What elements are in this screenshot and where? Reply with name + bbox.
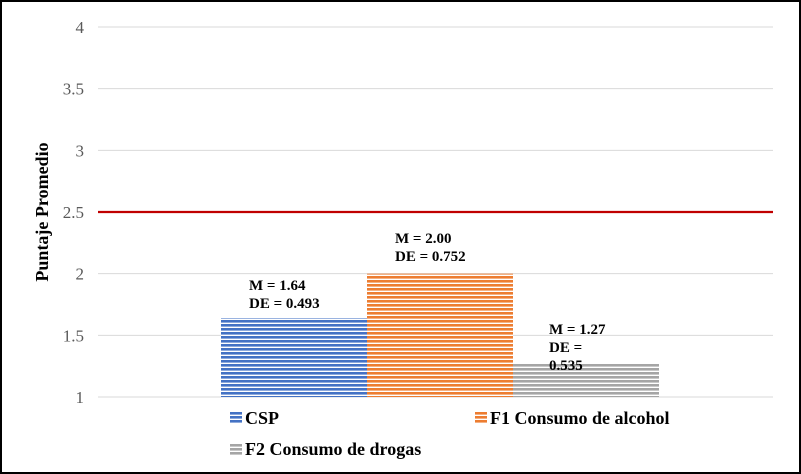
data-label: M = 1.64 (249, 278, 306, 294)
y-tick-label: 3.5 (63, 80, 84, 99)
y-tick-label: 4 (76, 18, 85, 37)
bar-3 (513, 363, 659, 397)
y-tick-labels: 1 1.5 2 2.5 3 3.5 4 (63, 18, 85, 407)
legend-swatch (230, 412, 242, 424)
bar-2 (367, 273, 513, 397)
y-tick-label: 2.5 (63, 203, 84, 222)
y-tick-label: 2 (76, 265, 85, 284)
legend-swatch (230, 443, 242, 455)
data-label: DE = (549, 340, 582, 356)
data-labels: M = 1.64 DE = 0.493 M = 2.00 DE = 0.752 M = … (249, 231, 606, 374)
y-tick-label: 1 (76, 388, 85, 407)
legend-swatch (475, 412, 487, 424)
y-tick-label: 1.5 (63, 326, 84, 345)
bar-1 (221, 318, 367, 397)
legend-label: F2 Consumo de drogas (245, 439, 421, 459)
data-label: DE = 0.493 (249, 296, 320, 312)
data-label: DE = 0.752 (395, 249, 466, 265)
data-label: 0.535 (549, 358, 583, 374)
gridlines (98, 26, 773, 398)
legend-label: CSP (245, 408, 279, 428)
y-axis-label: Puntaje Promedio (32, 142, 52, 281)
data-label: M = 1.27 (549, 322, 606, 338)
y-tick-label: 3 (76, 141, 85, 160)
legend: CSP F1 Consumo de alcohol F2 Consumo de dr… (230, 408, 670, 459)
bars (221, 273, 659, 397)
legend-label: F1 Consumo de alcohol (490, 408, 670, 428)
data-label: M = 2.00 (395, 231, 451, 247)
